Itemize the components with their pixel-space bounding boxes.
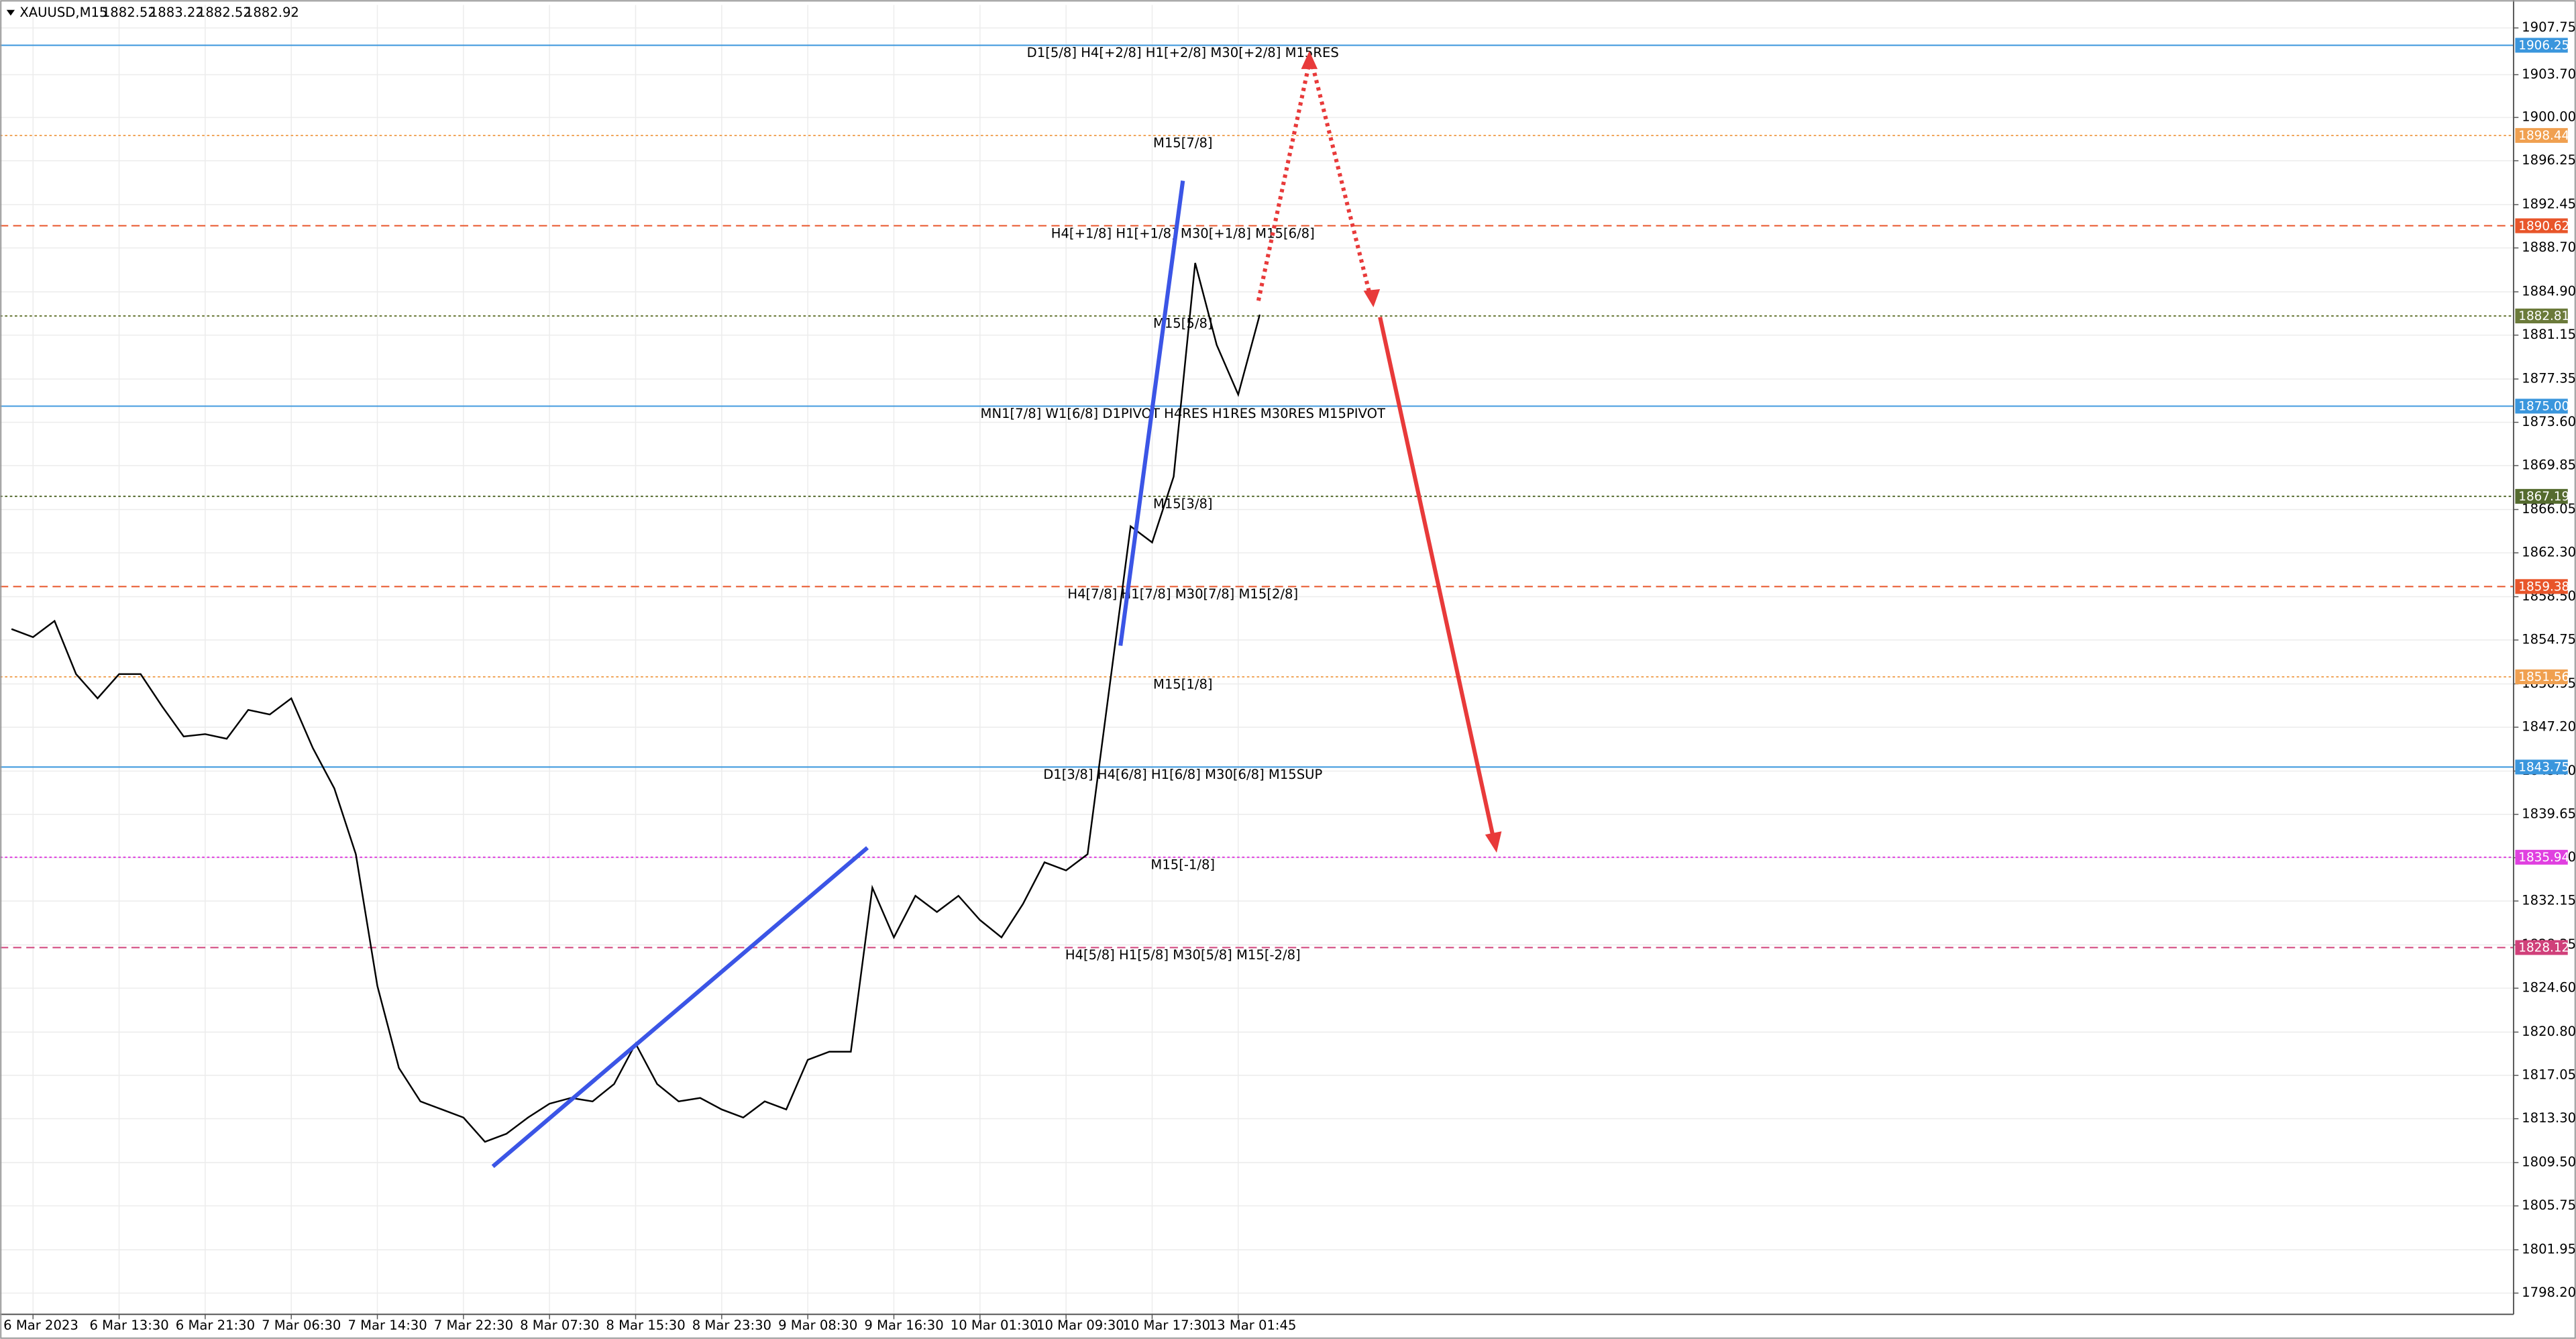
arrow-head [1301, 50, 1318, 69]
ohlc-value: 1882.52 [102, 5, 156, 20]
y-tick-label: 1854.75 [2522, 632, 2576, 647]
level-label: M15[5/8] [1153, 316, 1213, 331]
level-price-box [2515, 38, 2568, 53]
level-price-box [2515, 579, 2568, 594]
level-label: M15[-1/8] [1150, 857, 1215, 873]
level-price-box [2515, 218, 2568, 233]
y-tick-label: 1892.45 [2522, 197, 2576, 212]
x-tick-label: 6 Mar 21:30 [176, 1318, 255, 1333]
y-tick-label: 1798.20 [2522, 1285, 2576, 1300]
trend-line [491, 846, 869, 1169]
y-tick-label: 1866.05 [2522, 501, 2576, 517]
level-price-label: 1906.25 [2518, 39, 2569, 53]
forecast-arrow [1378, 317, 1496, 839]
x-tick-label: 8 Mar 15:30 [606, 1318, 685, 1333]
level-price-box [2515, 669, 2568, 684]
x-tick-label: 8 Mar 23:30 [692, 1318, 771, 1333]
x-tick-label: 9 Mar 16:30 [864, 1318, 943, 1333]
levels: D1[5/8] H4[+2/8] H1[+2/8] M30[+2/8] M15R… [0, 44, 2514, 963]
level-label: M15[7/8] [1153, 136, 1213, 151]
level-label: D1[3/8] H4[6/8] H1[6/8] M30[6/8] M15SUP [1043, 767, 1322, 782]
x-tick-label: 13 Mar 01:45 [1209, 1318, 1297, 1333]
level-label: H4[7/8] H1[7/8] M30[7/8] M15[2/8] [1067, 586, 1298, 602]
level-price-box [2515, 759, 2568, 775]
annotations [491, 50, 1502, 1169]
y-tick-label: 1877.35 [2522, 370, 2576, 386]
level-label: H4[+1/8] H1[+1/8] M30[+1/8] M15[6/8] [1051, 225, 1315, 241]
level-price-box [2515, 488, 2568, 504]
y-tick-label: 1907.75 [2522, 19, 2576, 35]
y-tick-label: 1884.90 [2522, 284, 2576, 299]
y-tick-label: 1888.70 [2522, 239, 2576, 255]
axis-labels: 1907.75 1903.70 1900.00 1896.25 1892.45 1888.… [3, 19, 2576, 1333]
menu-arrow [6, 9, 15, 16]
grid [0, 5, 2514, 1315]
level-price-box [2515, 127, 2568, 143]
level-price-label: 1867.19 [2518, 490, 2569, 504]
ohlc-value: 1882.52 [197, 5, 252, 20]
x-tick-label: 7 Mar 22:30 [434, 1318, 513, 1333]
arrow-head [1485, 831, 1502, 853]
level-price-label: 1890.62 [2518, 219, 2569, 233]
level-price-box [2515, 308, 2568, 324]
x-tick-label: 7 Mar 06:30 [262, 1318, 341, 1333]
level-price-label: 1875.00 [2518, 400, 2569, 414]
x-tick-label: 10 Mar 09:30 [1036, 1318, 1124, 1333]
level-label: MN1[7/8] W1[6/8] D1PIVOT H4RES H1RES M30… [981, 406, 1386, 421]
y-tick-label: 1805.75 [2522, 1197, 2576, 1213]
level-label: M15[3/8] [1153, 496, 1213, 512]
level-price-label: 1828.12 [2518, 941, 2569, 955]
x-tick-label: 6 Mar 13:30 [89, 1318, 168, 1333]
chart-title: XAUUSD,M15 [19, 5, 107, 20]
y-tick-label: 1820.80 [2522, 1024, 2576, 1039]
y-tick-label: 1903.70 [2522, 66, 2576, 82]
y-tick-label: 1847.20 [2522, 719, 2576, 735]
level-label: M15[1/8] [1153, 677, 1213, 692]
x-tick-label: 9 Mar 08:30 [778, 1318, 857, 1333]
trend-line [1118, 180, 1185, 646]
y-tick-label: 1900.00 [2522, 109, 2576, 125]
y-tick-label: 1801.95 [2522, 1241, 2576, 1256]
level-price-label: 1835.94 [2518, 851, 2569, 865]
y-tick-label: 1809.50 [2522, 1155, 2576, 1170]
level-price-label: 1898.44 [2518, 129, 2569, 143]
y-tick-label: 1824.60 [2522, 980, 2576, 996]
level-label: D1[5/8] H4[+2/8] H1[+2/8] M30[+2/8] M15R… [1027, 45, 1339, 60]
level-price-box [2515, 849, 2568, 865]
y-tick-label: 1896.25 [2522, 152, 2576, 168]
y-tick-label: 1862.30 [2522, 545, 2576, 560]
y-tick-label: 1832.15 [2522, 893, 2576, 908]
y-tick-label: 1869.85 [2522, 458, 2576, 473]
level-price-label: 1851.56 [2518, 670, 2569, 684]
forecast-arrow [1310, 65, 1373, 297]
level-price-box [2515, 940, 2568, 955]
x-tick-label: 7 Mar 14:30 [347, 1318, 427, 1333]
x-tick-label: 10 Mar 01:30 [951, 1318, 1038, 1333]
x-tick-label: 10 Mar 17:30 [1122, 1318, 1210, 1333]
level-price-label: 1859.38 [2518, 580, 2569, 594]
arrow-head [1363, 289, 1381, 307]
x-tick-label: 8 Mar 07:30 [520, 1318, 599, 1333]
y-tick-label: 1813.30 [2522, 1110, 2576, 1126]
x-tick-label: 6 Mar 2023 [3, 1318, 78, 1333]
ohlc-value: 1883.22 [150, 5, 204, 20]
level-price-box [2515, 398, 2568, 414]
y-tick-label: 1839.65 [2522, 806, 2576, 821]
level-price-label: 1882.81 [2518, 309, 2569, 323]
ohlc-value: 1882.92 [245, 5, 299, 20]
y-tick-label: 1873.60 [2522, 414, 2576, 429]
level-price-label: 1843.75 [2518, 761, 2569, 775]
level-label: H4[5/8] H1[5/8] M30[5/8] M15[-2/8] [1065, 947, 1301, 963]
y-tick-label: 1881.15 [2522, 327, 2576, 342]
y-tick-label: 1817.05 [2522, 1067, 2576, 1083]
